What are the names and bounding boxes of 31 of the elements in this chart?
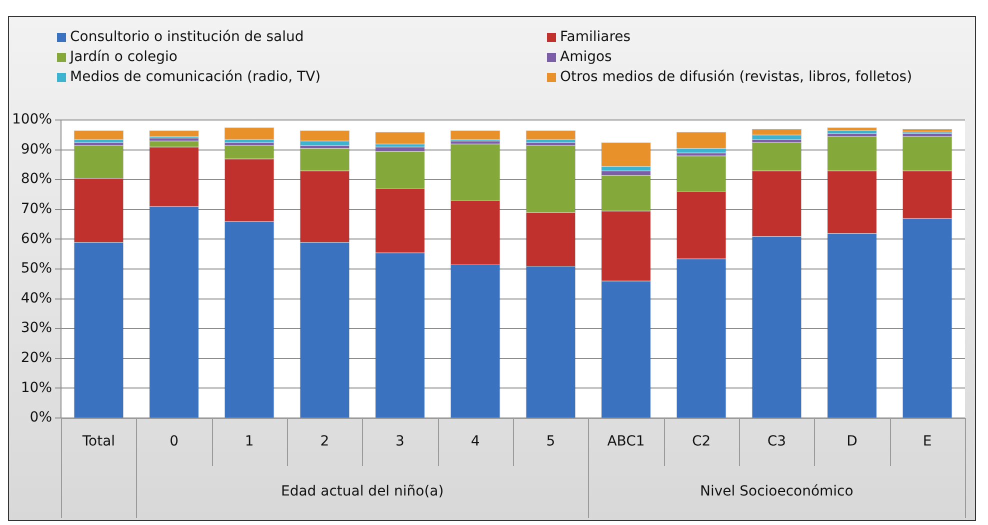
y-tick-label: 40% (20, 290, 52, 306)
y-tick-label: 10% (20, 380, 52, 396)
legend-label: Amigos (560, 49, 612, 65)
x-tick-label: 4 (470, 434, 480, 450)
text: Edad actual del niño(a) (280, 484, 444, 500)
x-tick-label: 5 (546, 434, 556, 450)
legend-label: Familiares (560, 29, 631, 45)
text: Nivel Socioeconómico (700, 484, 854, 500)
x-tick-label: 2 (320, 434, 330, 450)
y-tick-label: 30% (20, 320, 52, 336)
y-tick-label: 60% (20, 230, 52, 247)
y-tick-label: 80% (20, 171, 52, 188)
x-tick-label: C2 (692, 434, 711, 450)
y-tick-label: 100% (12, 112, 52, 128)
x-tick-label: 0 (170, 434, 178, 450)
x-tick-label: E (922, 434, 932, 450)
legend-label: Otros medios de difusión (revistas, libros, folletos) (560, 69, 912, 85)
x-tick-label: ABC1 (607, 434, 645, 450)
y-tick-label: 70% (20, 201, 52, 218)
legend-label: Jardín o colegio (70, 49, 178, 65)
legend-label: Consultorio o institución de salud (70, 29, 304, 45)
x-tick-label: Total (81, 434, 116, 450)
legend-label: Medios de comunicación (radio, TV) (70, 69, 321, 85)
x-tick-label: D (846, 434, 858, 450)
y-tick-label: 0% (30, 410, 52, 426)
x-tick-label: C3 (767, 434, 786, 450)
y-tick-label: 90% (20, 141, 52, 158)
x-tick-label: 1 (244, 434, 254, 450)
y-tick-label: 50% (20, 260, 52, 277)
y-tick-label: 20% (20, 350, 52, 366)
x-tick-label: 3 (396, 434, 404, 450)
